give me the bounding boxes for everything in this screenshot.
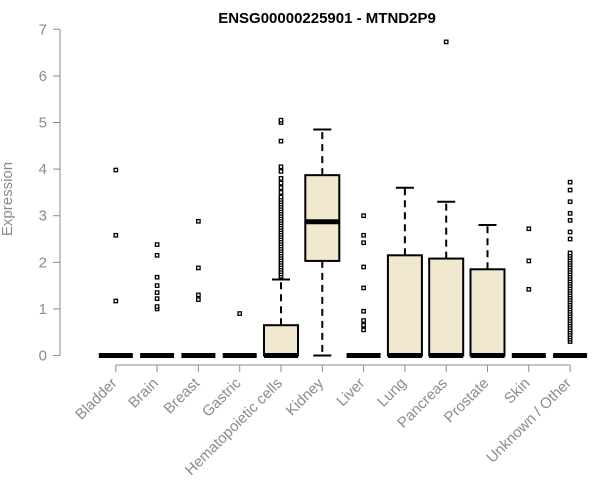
box-lung [386, 186, 423, 358]
outlier-point [567, 211, 573, 216]
outlier-point [154, 252, 160, 258]
outlier-point [196, 292, 201, 298]
outlier-point [361, 264, 366, 270]
outlier-point [361, 232, 366, 238]
outlier-point [443, 39, 449, 45]
box-iqr [386, 254, 423, 357]
outlier-point [237, 311, 243, 316]
y-tick-label: 3 [39, 208, 47, 225]
outlier-point [361, 240, 366, 246]
outlier-point [361, 322, 366, 328]
outlier-point [278, 138, 284, 144]
outlier-point [567, 187, 573, 193]
outlier-point [567, 250, 573, 256]
box-pancreas [428, 39, 465, 358]
outlier-point [196, 297, 201, 302]
x-tick-label: Lung [374, 375, 410, 411]
box-hematopoietic-cells [263, 117, 299, 358]
outlier-point [278, 185, 284, 191]
outlier-point [278, 169, 284, 174]
outlier-point [526, 258, 532, 264]
outlier-point [196, 218, 201, 224]
box-bladder [98, 167, 133, 358]
x-tick-label: Brain [125, 375, 162, 412]
outlier-point [361, 308, 366, 314]
outlier-point [154, 242, 160, 247]
outlier-point [278, 190, 284, 195]
outlier-point [113, 167, 119, 173]
x-tick-label: Prostate [441, 375, 493, 427]
outlier-point [361, 285, 366, 291]
outlier-point [278, 194, 284, 200]
box-skin [511, 226, 546, 358]
box-prostate [469, 224, 506, 358]
outlier-point [278, 117, 284, 123]
outlier-point [154, 296, 160, 301]
y-axis: 0 1 2 3 4 5 6 7 [39, 21, 61, 365]
box-breast [181, 218, 216, 358]
outlier-point [154, 283, 160, 288]
outlier-point [278, 164, 284, 170]
outlier-point [361, 327, 366, 333]
outlier-point [113, 298, 119, 304]
outlier-point [567, 179, 573, 185]
outlier-point [196, 265, 201, 271]
box-kidney [304, 128, 341, 357]
box-iqr [263, 324, 299, 357]
outlier-point [361, 213, 366, 219]
outlier-point [526, 286, 532, 292]
outlier-point [154, 304, 160, 309]
outlier-point [567, 229, 573, 235]
box-iqr [304, 174, 341, 262]
y-tick-label: 2 [39, 254, 47, 271]
y-tick-label: 7 [39, 21, 47, 38]
x-tick-label: Kidney [283, 374, 328, 419]
outlier-point [278, 176, 284, 181]
y-tick-label: 6 [39, 68, 47, 85]
y-tick-label: 5 [39, 115, 47, 132]
x-tick-label: Liver [333, 375, 368, 410]
outlier-point [154, 274, 160, 280]
box-unknown-other [553, 179, 588, 358]
outlier-point [567, 236, 573, 242]
outlier-point [361, 318, 366, 323]
outlier-point [567, 218, 573, 223]
y-axis-label: Expression [0, 162, 16, 236]
chart-title: ENSG00000225901 - MTND2P9 [218, 10, 436, 27]
outlier-point [154, 290, 160, 295]
x-tick-label: Skin [501, 375, 534, 408]
x-tick-label: Bladder [72, 375, 121, 424]
box-series [98, 39, 588, 358]
box-liver [346, 213, 381, 358]
outlier-point [567, 199, 573, 205]
box-brain [140, 242, 175, 358]
y-tick-label: 1 [39, 301, 47, 318]
x-tick-label: Breast [161, 374, 204, 417]
box-iqr [469, 268, 506, 357]
y-tick-label: 0 [39, 348, 47, 365]
outlier-point [526, 226, 532, 232]
y-tick-label: 4 [39, 161, 47, 178]
outlier-point [278, 180, 284, 186]
box-gastric [222, 311, 257, 358]
outlier-point [113, 232, 119, 238]
box-iqr [428, 257, 465, 357]
